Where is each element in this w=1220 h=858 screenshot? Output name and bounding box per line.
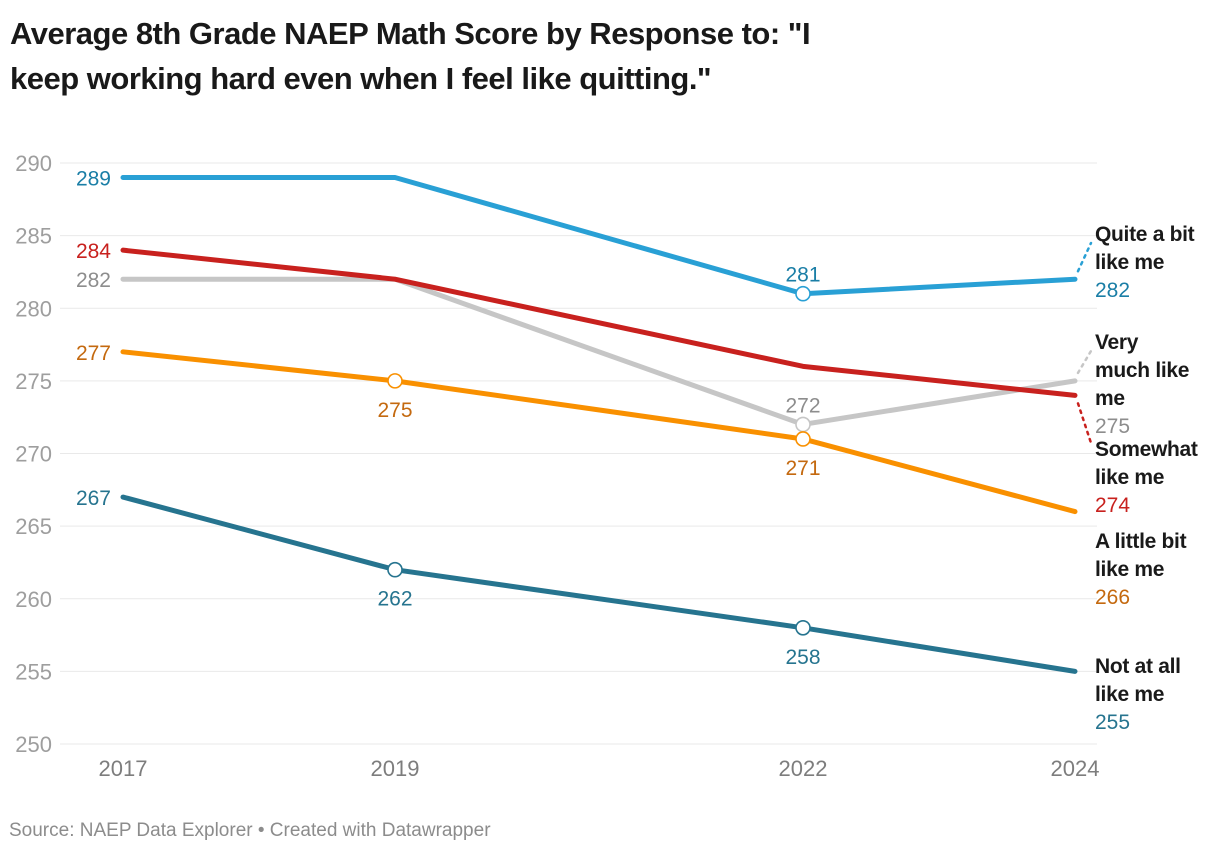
point-value-label-not-at-all-like-me: 262	[377, 588, 412, 611]
series-name-line: A little bit	[1095, 530, 1187, 553]
x-tick-label: 2017	[99, 756, 148, 781]
y-tick-label: 280	[15, 296, 52, 321]
start-value-label-somewhat-like-me: 284	[76, 240, 111, 263]
y-tick-label: 285	[15, 224, 52, 249]
point-marker-not-at-all-like-me	[795, 619, 811, 636]
start-value-label-not-at-all-like-me: 267	[76, 487, 111, 510]
point-marker-quite-a-bit-like-me	[795, 285, 811, 302]
chart-title-line-1: Average 8th Grade NAEP Math Score by Res…	[10, 16, 811, 51]
point-value-label-a-little-bit-like-me: 271	[785, 457, 820, 480]
point-value-label-very-much-like-me: 272	[785, 394, 820, 417]
y-tick-label: 260	[15, 587, 52, 612]
series-end-value-a-little-bit-like-me: 266	[1095, 586, 1131, 609]
point-value-label-a-little-bit-like-me: 275	[377, 399, 412, 422]
start-value-label-a-little-bit-like-me: 277	[76, 342, 111, 365]
series-name-line: much like	[1095, 359, 1190, 382]
y-tick-label: 265	[15, 514, 52, 539]
series-name-line: like me	[1095, 683, 1165, 706]
y-tick-label: 275	[15, 369, 52, 394]
start-value-label-quite-a-bit-like-me: 289	[76, 168, 111, 191]
leader-line-somewhat-like-me	[1076, 402, 1093, 445]
series-name-line: Quite a bit	[1095, 223, 1195, 246]
point-marker-very-much-like-me	[795, 416, 811, 433]
series-name-line: like me	[1095, 558, 1165, 581]
series-label-not-at-all-like-me: Not at all like me 255	[1095, 653, 1211, 737]
y-tick-label: 290	[15, 151, 52, 176]
point-marker-a-little-bit-like-me	[387, 373, 403, 389]
point-value-label-quite-a-bit-like-me: 281	[785, 264, 820, 287]
series-name-line: like me	[1095, 251, 1165, 274]
x-tick-label: 2019	[371, 756, 420, 781]
series-label-very-much-like-me: Very much like me 275	[1095, 329, 1211, 441]
series-line-not-at-all-like-me	[120, 494, 1078, 674]
series-end-value-somewhat-like-me: 274	[1095, 494, 1131, 517]
series-line-a-little-bit-like-me	[120, 349, 1078, 515]
y-tick-label: 250	[15, 732, 52, 757]
leader-line-quite-a-bit-like-me	[1076, 241, 1093, 273]
leader-line-very-much-like-me	[1076, 349, 1093, 375]
y-tick-label: 270	[15, 442, 52, 467]
point-marker-not-at-all-like-me	[387, 561, 403, 578]
series-name-line: Very	[1095, 331, 1139, 354]
series-end-value-very-much-like-me: 275	[1095, 415, 1131, 438]
series-label-quite-a-bit-like-me: Quite a bit like me 282	[1095, 221, 1211, 305]
chart-title-line-2: keep working hard even when I feel like …	[10, 61, 712, 96]
chart-title: Average 8th Grade NAEP Math Score by Res…	[10, 11, 1020, 101]
series-label-a-little-bit-like-me: A little bit like me 266	[1095, 528, 1211, 612]
series-end-value-not-at-all-like-me: 255	[1095, 711, 1131, 734]
series-end-value-quite-a-bit-like-me: 282	[1095, 279, 1131, 302]
series-line-somewhat-like-me	[120, 247, 1078, 398]
series-name-line: me	[1095, 387, 1125, 410]
series-line-very-much-like-me	[120, 276, 1078, 427]
x-tick-label: 2022	[779, 756, 828, 781]
series-name-line: like me	[1095, 466, 1165, 489]
point-marker-a-little-bit-like-me	[795, 431, 811, 447]
point-value-label-not-at-all-like-me: 258	[785, 646, 820, 669]
start-value-label-very-much-like-me: 282	[76, 269, 111, 292]
source-attribution: Source: NAEP Data Explorer • Created wit…	[9, 820, 491, 841]
y-tick-label: 255	[15, 659, 52, 684]
series-line-quite-a-bit-like-me	[120, 175, 1078, 297]
series-name-line: Somewhat	[1095, 438, 1198, 461]
series-name-line: Not at all	[1095, 655, 1181, 678]
series-label-somewhat-like-me: Somewhat like me 274	[1095, 436, 1211, 520]
x-tick-label: 2024	[1051, 756, 1100, 781]
